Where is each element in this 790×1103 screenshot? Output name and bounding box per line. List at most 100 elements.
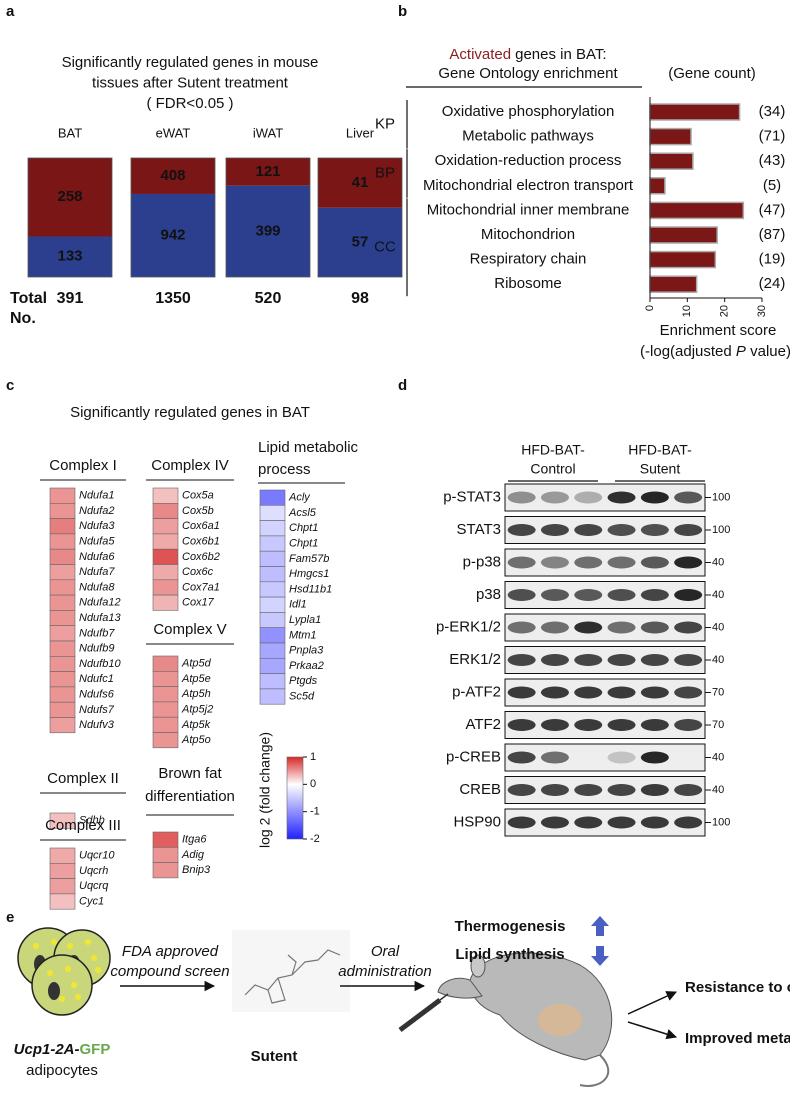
title-highlight: Activated xyxy=(449,46,511,63)
heatmap-cell xyxy=(49,671,76,688)
heatmap-cell xyxy=(259,489,286,506)
heatmap-cell xyxy=(49,579,76,596)
heatmap-cell xyxy=(152,518,179,535)
total-value: 391 xyxy=(57,290,84,307)
x-tick-label: eWAT xyxy=(156,125,191,140)
blot-band xyxy=(574,719,603,731)
bar xyxy=(649,226,718,244)
outcome-label: Resistance to obesity xyxy=(685,979,790,996)
molecule xyxy=(267,977,286,1004)
gene-name: Hmgcs1 xyxy=(289,568,329,580)
blot-band xyxy=(540,719,569,731)
bar xyxy=(649,103,741,121)
heatmap-cell xyxy=(259,642,286,659)
lipid-droplet xyxy=(47,970,53,976)
blot-band xyxy=(640,491,669,504)
category-label: Mitochondrial electron transport xyxy=(423,177,634,194)
heatmap-cell xyxy=(152,862,179,879)
count-header: (Gene count) xyxy=(668,65,756,82)
gene-name: Cox5b xyxy=(182,505,214,517)
blot-band xyxy=(674,816,703,829)
molecule-bg xyxy=(232,930,350,1012)
gene-name: Chpt1 xyxy=(289,537,318,549)
gene-name: Prkaa2 xyxy=(289,660,324,672)
group-title: differentiation xyxy=(145,788,235,805)
gene-name: Uqcr10 xyxy=(79,850,115,862)
gene-name: Atp5d xyxy=(181,658,212,670)
blot-band xyxy=(607,816,636,829)
lane-group-label: Sutent xyxy=(640,461,681,477)
bar-outline xyxy=(317,157,403,278)
blot-band xyxy=(607,686,636,699)
gene-name: Sdhb xyxy=(79,815,105,827)
mouse-tail xyxy=(579,1054,610,1087)
blot-band xyxy=(507,491,536,504)
gene-name: Sc5d xyxy=(289,690,315,702)
chart-title: tissues after Sutent treatment xyxy=(92,74,289,91)
x-tick-label: 10 xyxy=(681,305,693,317)
mw-label: 40 xyxy=(712,621,724,633)
total-label: Total xyxy=(10,290,47,307)
blot-strip xyxy=(504,678,706,707)
bar xyxy=(649,201,745,220)
panel-label: b xyxy=(398,3,407,20)
blot-band xyxy=(607,719,636,731)
blot-band xyxy=(674,589,703,601)
group-title: Complex IV xyxy=(151,457,229,474)
group-label: CC xyxy=(374,238,396,255)
lipid-droplet xyxy=(95,967,101,973)
gene-name: Ndufs7 xyxy=(79,704,115,716)
gene-count: (87) xyxy=(759,226,786,243)
category-label: Mitochondrial inner membrane xyxy=(427,201,630,218)
blot-band xyxy=(640,621,669,634)
lipid-droplet xyxy=(33,943,39,949)
blot-strip xyxy=(504,613,706,642)
heatmap-cell xyxy=(152,716,179,733)
category-label: Oxidative phosphorylation xyxy=(442,103,615,120)
bar-outline xyxy=(225,157,311,278)
colorbar xyxy=(286,756,304,840)
heatmap-cell xyxy=(152,670,179,687)
effect-label: Lipid synthesis xyxy=(455,946,564,963)
lipid-droplet xyxy=(59,996,65,1002)
lane-group-label: HFD-BAT- xyxy=(628,442,692,458)
gene-name: Ndufa3 xyxy=(79,520,115,532)
mw-label: 40 xyxy=(712,784,724,796)
protein-label: ATF2 xyxy=(465,716,501,733)
protein-label: STAT3 xyxy=(457,521,501,538)
gene-count: (34) xyxy=(759,103,786,120)
blot-band xyxy=(674,784,703,796)
heatmap-cell xyxy=(49,533,76,550)
x-tick-label: BAT xyxy=(58,125,82,140)
blot-band xyxy=(640,751,669,764)
protein-label: CREB xyxy=(459,781,501,798)
panel-label: a xyxy=(6,3,15,20)
gene-name: Ndufa13 xyxy=(79,612,121,624)
molecule xyxy=(287,954,297,976)
cell-caption: adipocytes xyxy=(26,1062,98,1079)
gene-name: Ndufb7 xyxy=(79,627,115,639)
heatmap-cell xyxy=(49,655,76,672)
mw-label: 40 xyxy=(712,654,724,666)
step-label: compound screen xyxy=(110,963,229,980)
heatmap-cell xyxy=(259,657,286,674)
nucleus xyxy=(48,982,60,1000)
gene-name: Cox6b1 xyxy=(182,535,220,547)
gene-count: (19) xyxy=(759,251,786,268)
value-label: 121 xyxy=(255,163,280,180)
heatmap-cell xyxy=(152,594,179,611)
gene-name: Adig xyxy=(181,849,205,861)
heatmap-cell xyxy=(49,847,76,864)
blot-band xyxy=(607,524,636,536)
blot-band xyxy=(640,589,669,601)
heatmap-cell xyxy=(259,612,286,629)
bar-segment xyxy=(318,158,402,208)
gene-count: (71) xyxy=(759,128,786,145)
heatmap-cell xyxy=(152,846,179,863)
gene-name: Itga6 xyxy=(182,834,207,846)
mw-label: 40 xyxy=(712,751,724,763)
blot-band xyxy=(540,654,569,666)
heatmap-cell xyxy=(259,566,286,583)
mw-label: 100 xyxy=(712,491,730,503)
blot-band xyxy=(540,491,569,504)
